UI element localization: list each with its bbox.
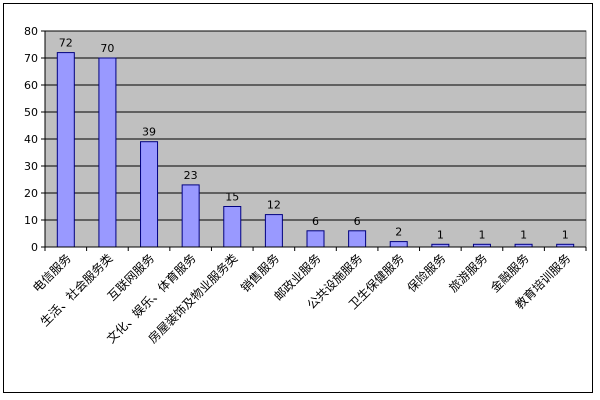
bar-4 <box>181 184 200 248</box>
data-label: 6 <box>312 215 319 228</box>
bar-1 <box>56 52 75 248</box>
x-category-label: 生活、社会服务类 <box>37 251 115 329</box>
y-tick-label: 60 <box>24 79 38 92</box>
y-tick-label: 20 <box>24 187 38 200</box>
y-tick-label: 0 <box>31 241 38 254</box>
data-label: 23 <box>184 169 198 182</box>
bar-chart: 0 10 20 30 40 50 60 70 80 72 70 39 23 15 12 6 6 2 1 1 1 1 电信… <box>24 25 587 346</box>
y-tick-label: 40 <box>24 133 38 146</box>
x-category-label: 保险服务 <box>404 251 449 296</box>
bar-9 <box>389 241 408 248</box>
data-label: 1 <box>562 228 569 241</box>
data-label: 2 <box>395 226 402 239</box>
bar-6 <box>264 214 283 248</box>
y-axis-ticks: 0 10 20 30 40 50 60 70 80 <box>24 25 45 254</box>
y-tick-label: 70 <box>24 52 38 65</box>
data-label: 1 <box>520 228 527 241</box>
y-tick-label: 80 <box>24 25 38 38</box>
bar-3 <box>140 141 159 248</box>
data-label: 1 <box>437 228 444 241</box>
data-label: 72 <box>59 37 73 50</box>
data-label: 70 <box>100 42 114 55</box>
bar-5 <box>223 206 242 248</box>
bars <box>56 52 575 248</box>
bar-7 <box>306 230 325 248</box>
data-label: 12 <box>267 199 281 212</box>
x-category-label: 旅游服务 <box>446 251 491 296</box>
data-labels: 72 70 39 23 15 12 6 6 2 1 1 1 1 <box>59 37 569 242</box>
data-label: 39 <box>142 126 156 139</box>
data-label: 6 <box>354 215 361 228</box>
bar-2 <box>98 57 117 248</box>
y-tick-label: 10 <box>24 214 38 227</box>
chart-frame: 0 10 20 30 40 50 60 70 80 72 70 39 23 15 12 6 6 2 1 1 1 1 电信… <box>3 3 593 393</box>
data-label: 15 <box>225 191 239 204</box>
y-tick-label: 30 <box>24 160 38 173</box>
x-axis-labels: 电信服务生活、社会服务类互联网服务文化、娱乐、体育服务房屋装饰及物业服务类销售服… <box>29 247 587 346</box>
bar-8 <box>348 230 367 248</box>
y-tick-label: 50 <box>24 106 38 119</box>
data-label: 1 <box>478 228 485 241</box>
gridlines <box>45 30 586 221</box>
